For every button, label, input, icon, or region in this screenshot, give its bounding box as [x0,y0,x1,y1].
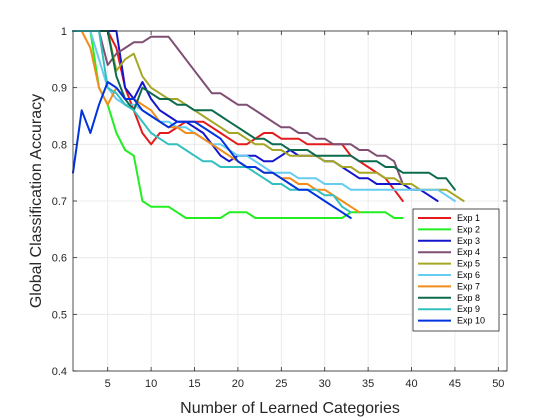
y-tick-label: 0.7 [52,196,67,208]
legend-label-exp-2: Exp 2 [457,224,480,234]
x-tick-label: 35 [362,378,374,390]
x-tick-label: 15 [188,378,200,390]
x-tick-label: 40 [405,378,417,390]
legend-label-exp-6: Exp 6 [457,270,480,280]
series-line-exp-10 [72,81,352,219]
series-line-exp-2 [72,30,404,219]
x-tick-label: 50 [492,378,504,390]
series-line-exp-5 [72,30,465,202]
legend-label-exp-3: Exp 3 [457,236,480,246]
legend-label-exp-1: Exp 1 [457,213,480,223]
series-lines [72,30,465,219]
legend-label-exp-8: Exp 8 [457,293,480,303]
legend-label-exp-9: Exp 9 [457,304,480,314]
y-tick-label: 0.4 [52,366,67,378]
x-tick-label: 10 [145,378,157,390]
legend-box [412,208,500,332]
x-tick-label: 20 [232,378,244,390]
y-tick-label: 1 [61,26,67,38]
y-tick-label: 0.5 [52,309,67,321]
legend-label-exp-5: Exp 5 [457,259,480,269]
axis-ticks: 5 10 15 20 25 30 35 40 45 50 0.4 0.5 0.6 0.7 0.8 0.9 1 [52,26,507,390]
y-tick-label: 0.9 [52,83,67,95]
series-line-exp-4 [72,30,404,185]
x-tick-label: 25 [275,378,287,390]
y-tick-label: 0.8 [52,139,67,151]
series-line-exp-6 [72,30,456,202]
x-tick-label: 45 [449,378,461,390]
x-tick-label: 30 [319,378,331,390]
legend-label-exp-7: Exp 7 [457,281,480,291]
series-line-exp-1 [72,30,404,202]
x-axis-title: Number of Learned Categories [180,400,400,417]
legend-label-exp-4: Exp 4 [457,247,480,257]
y-axis-title: Global Classification Accuracy [28,94,45,308]
y-tick-label: 0.6 [52,253,67,265]
x-tick-label: 5 [105,378,111,390]
legend-label-exp-10: Exp 10 [457,316,485,326]
